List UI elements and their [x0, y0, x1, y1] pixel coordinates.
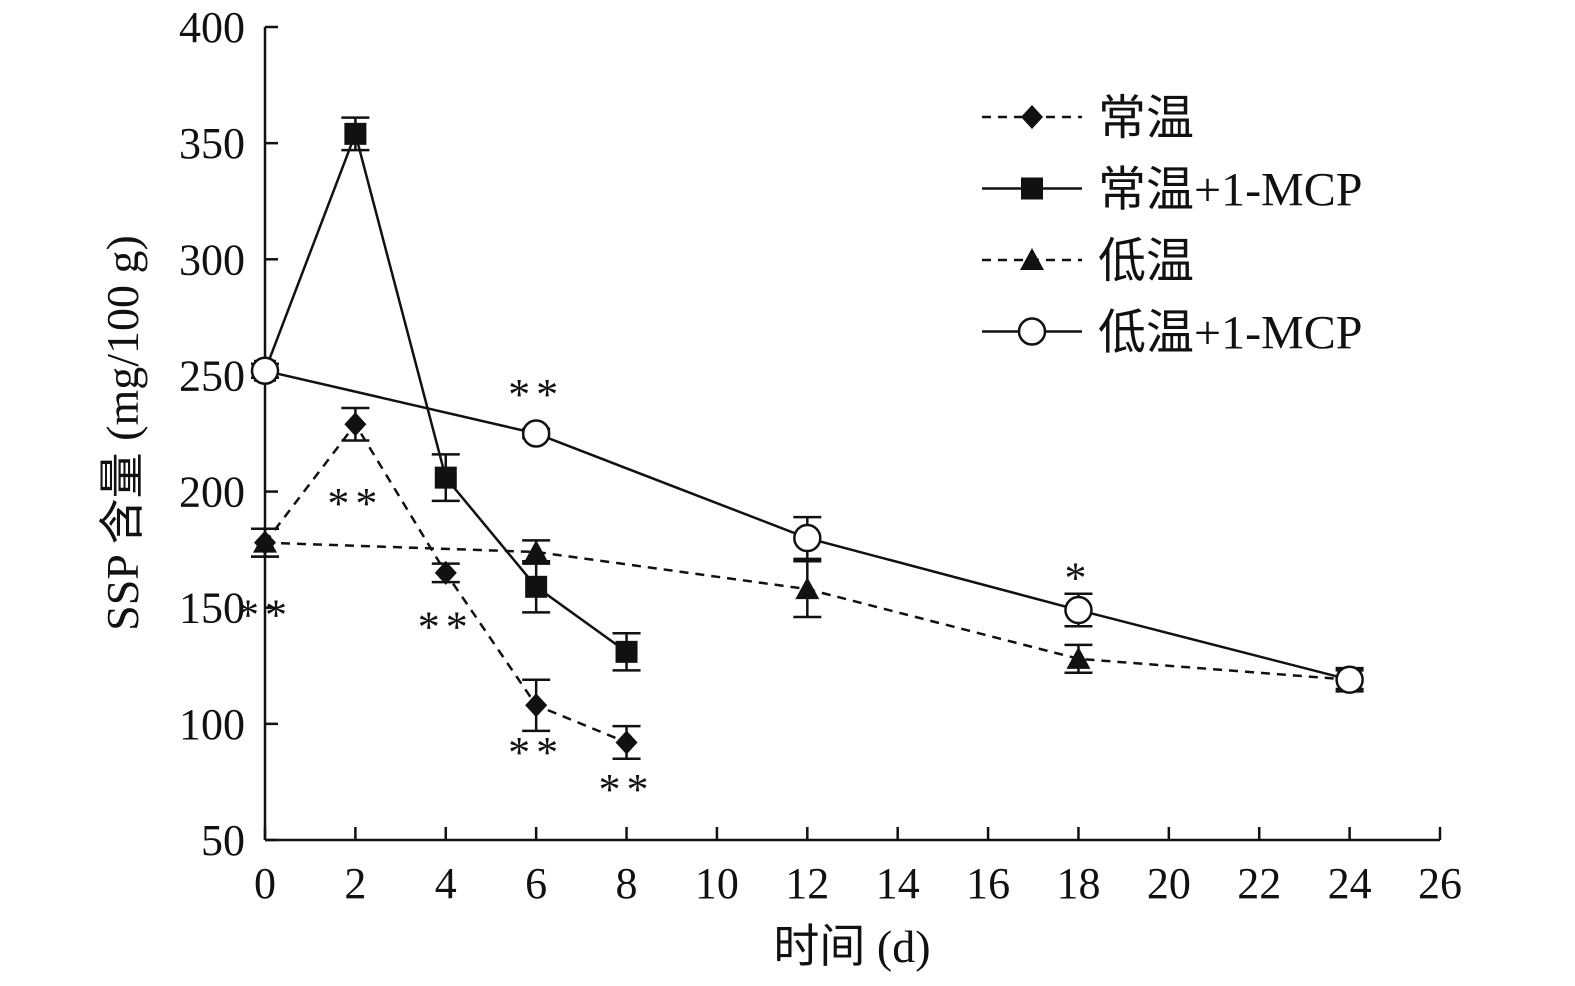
x-tick-label: 4 [435, 859, 457, 908]
data-point [344, 412, 367, 437]
x-tick-label: 16 [966, 859, 1010, 908]
legend-label: 低温+1-MCP [1098, 307, 1362, 360]
legend-marker [1020, 248, 1044, 270]
data-point [434, 466, 457, 489]
data-point [524, 539, 549, 562]
x-tick-label: 24 [1328, 859, 1372, 908]
data-point [793, 523, 822, 553]
data-point [795, 577, 820, 600]
significance-label: * [1064, 554, 1092, 603]
y-tick-label: 350 [179, 119, 245, 168]
data-point [254, 530, 276, 555]
x-tick-label: 22 [1237, 859, 1281, 908]
legend-marker [1017, 317, 1047, 346]
series-square [251, 116, 641, 672]
significance-label: ** [508, 370, 564, 419]
significance-label: ** [508, 728, 564, 777]
data-point [525, 575, 548, 598]
legend-label: 常温+1-MCP [1098, 164, 1362, 217]
legend-item: 常温 [982, 92, 1194, 145]
series-circle [250, 356, 1364, 694]
y-tick-label: 250 [179, 351, 245, 400]
data-point [615, 640, 638, 663]
significance-label: ** [237, 591, 293, 640]
y-axis-label: SSP 含量 (mg/100 g) [97, 235, 148, 631]
data-point [525, 693, 548, 718]
legend-item: 低温+1-MCP [982, 307, 1362, 360]
legend-marker [1021, 105, 1043, 129]
x-tick-label: 8 [616, 859, 638, 908]
x-tick-label: 6 [525, 859, 547, 908]
y-tick-label: 300 [179, 235, 245, 284]
legend-item: 低温 [982, 235, 1194, 288]
significance-label: ** [599, 765, 655, 814]
axes: 0 2 4 6 8 10 12 14 16 18 20 22 24 2650100150200250300… [179, 3, 1462, 908]
data-point [250, 356, 280, 386]
x-tick-label: 0 [254, 859, 276, 908]
x-axis-label: 时间 (d) [773, 921, 930, 972]
data-point [434, 560, 457, 585]
x-tick-label: 18 [1056, 859, 1100, 908]
series-diamond [251, 406, 641, 760]
data-point [615, 730, 638, 755]
x-tick-label: 10 [695, 859, 739, 908]
significance-label: ** [418, 602, 474, 651]
y-tick-label: 150 [179, 584, 245, 633]
legend-label: 低温 [1098, 235, 1194, 288]
data-point [344, 122, 367, 145]
y-tick-label: 100 [179, 700, 245, 749]
x-tick-label: 14 [876, 859, 920, 908]
series-layer [250, 116, 1364, 760]
significance-label: ** [327, 479, 383, 528]
x-tick-label: 20 [1147, 859, 1191, 908]
y-tick-label: 400 [179, 3, 245, 52]
x-tick-label: 26 [1418, 859, 1462, 908]
data-point [521, 419, 551, 448]
data-point [1335, 665, 1364, 694]
legend-item: 常温+1-MCP [982, 164, 1362, 217]
legend-marker [1021, 177, 1043, 200]
legend-label: 常温 [1098, 92, 1194, 145]
y-tick-label: 200 [179, 468, 245, 517]
annotations: ************* [237, 370, 1092, 814]
data-point [1064, 595, 1093, 625]
y-tick-label: 50 [201, 816, 245, 865]
x-tick-label: 2 [344, 859, 366, 908]
x-tick-label: 12 [785, 859, 829, 908]
data-point [1066, 646, 1091, 669]
